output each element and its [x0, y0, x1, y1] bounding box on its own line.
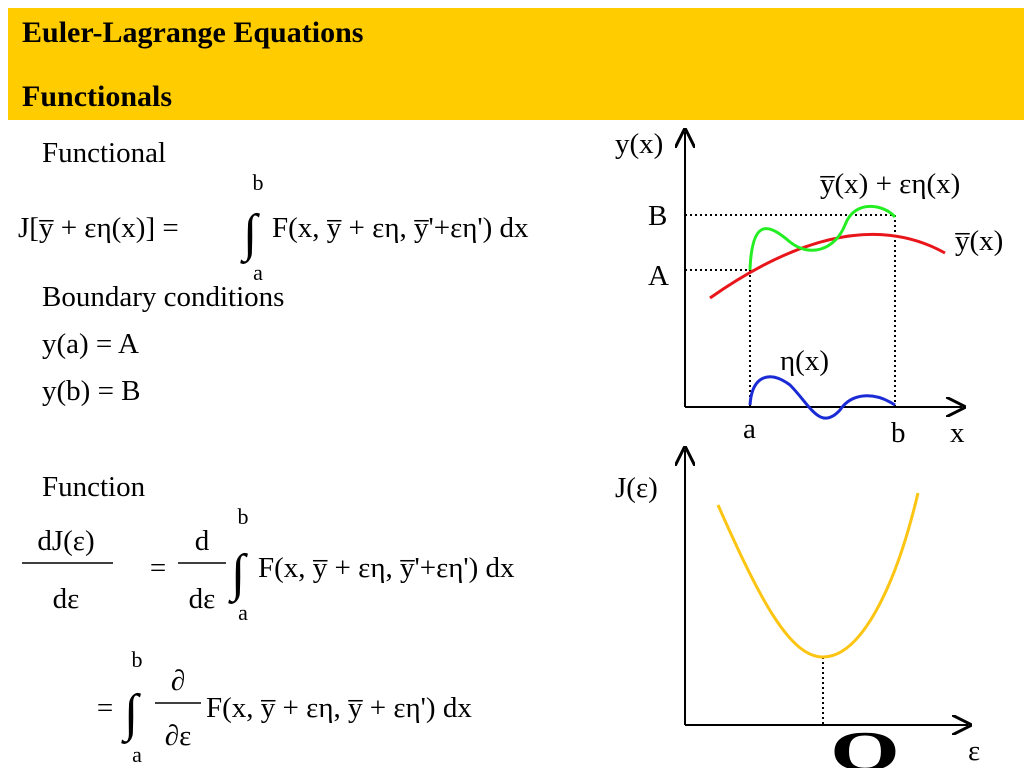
graph-bottom: J(ε) O ε	[615, 450, 980, 768]
equation-part: d	[195, 525, 210, 557]
limit: a	[132, 742, 142, 767]
curve-label: y̅(x)	[954, 225, 1003, 257]
limit: a	[253, 260, 263, 285]
integral: ∫	[121, 685, 141, 744]
guide-line	[685, 269, 751, 407]
limit: b	[253, 170, 264, 195]
condition: y(a) = A	[42, 328, 139, 360]
header-bar	[8, 8, 1024, 120]
curve-label: η(x)	[780, 345, 829, 377]
limit: a	[238, 600, 248, 625]
equation-part: dε	[189, 583, 216, 615]
equation-part: F(x, y̅ + εη, y̅ + εη') dx	[206, 692, 472, 724]
label: Functional	[42, 137, 166, 169]
equation-part: =	[150, 552, 166, 584]
integral: ∫	[228, 545, 248, 604]
condition: y(b) = B	[42, 375, 141, 407]
varied-curve	[748, 205, 897, 271]
graph-top: y(x) B A a b x y̅(x) + εη(x) y̅(x) η(x)	[615, 128, 1003, 449]
equation-part: ∂ε	[165, 720, 192, 752]
axis-label: A	[648, 260, 669, 292]
axis-label: J(ε)	[615, 472, 658, 504]
axis-label: ε	[968, 735, 980, 767]
eta-curve	[748, 375, 896, 420]
axis-label: B	[648, 200, 667, 232]
equation-part: F(x, y̅ + εη, y̅'+εη') dx	[272, 212, 529, 244]
label: Boundary conditions	[42, 281, 284, 313]
integral: ∫	[240, 205, 260, 264]
equation-part: dJ(ε)	[37, 525, 94, 557]
equation-part: ∂	[171, 665, 185, 697]
curve-label: y̅(x) + εη(x)	[819, 168, 960, 200]
equation-part: dε	[53, 583, 80, 615]
label: Function	[42, 471, 146, 503]
axis-label: x	[950, 417, 965, 449]
j-curve	[716, 492, 920, 659]
title: Euler-Lagrange Equations	[22, 16, 363, 49]
min-label: O	[830, 721, 900, 768]
axis-label: y(x)	[615, 128, 663, 160]
axis-label: b	[891, 417, 906, 449]
equation-part: J[y̅ + εη(x)] =	[18, 212, 179, 244]
equation-part: =	[97, 692, 113, 724]
subtitle: Functionals	[22, 80, 172, 113]
base-curve	[709, 232, 946, 300]
axis-label: a	[743, 413, 756, 445]
limit: b	[132, 647, 143, 672]
limit: b	[238, 504, 249, 529]
equation-part: F(x, y̅ + εη, y̅'+εη') dx	[258, 552, 515, 584]
